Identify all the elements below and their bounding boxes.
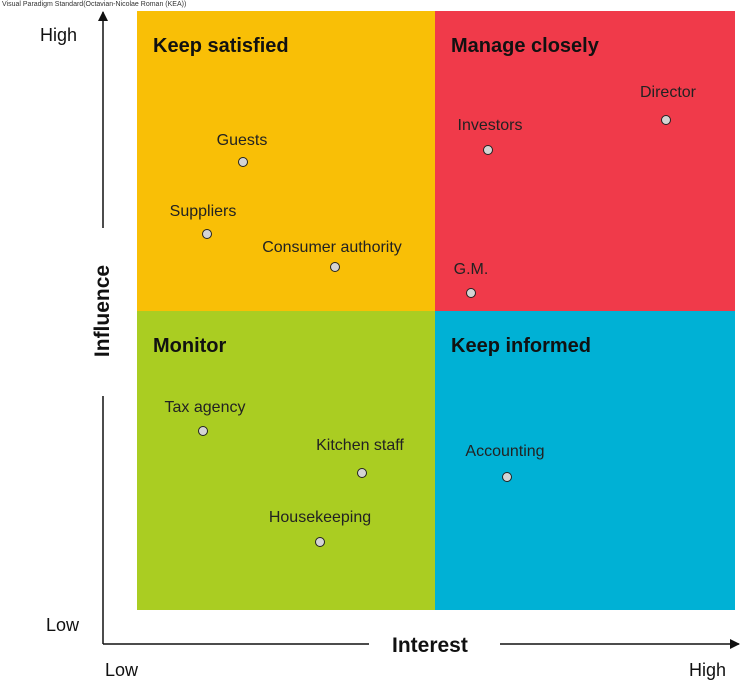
stakeholder-label-guests: Guests bbox=[216, 132, 268, 149]
stakeholder-dot-housekeeping[interactable] bbox=[315, 537, 325, 547]
stakeholder-dot-guests[interactable] bbox=[238, 157, 248, 167]
x-axis-title: Interest bbox=[392, 634, 468, 657]
x-axis-low-label: Low bbox=[105, 660, 139, 680]
stakeholder-label-consumer-authority: Consumer authority bbox=[262, 239, 402, 256]
y-axis-low-label: Low bbox=[46, 615, 80, 635]
quadrant-keep-informed: Keep informed bbox=[435, 311, 735, 610]
y-axis-high-label: High bbox=[40, 25, 78, 45]
quadrant-title: Manage closely bbox=[451, 35, 599, 57]
stakeholder-label-director: Director bbox=[639, 84, 697, 101]
stakeholder-label-housekeeping: Housekeeping bbox=[268, 509, 372, 526]
stakeholder-label-accounting: Accounting bbox=[465, 443, 545, 460]
stakeholder-label-tax-agency: Tax agency bbox=[164, 399, 246, 416]
stakeholder-dot-investors[interactable] bbox=[483, 145, 493, 155]
stakeholder-label-kitchen-staff: Kitchen staff bbox=[316, 437, 404, 454]
y-axis-title: Influence bbox=[91, 264, 114, 358]
quadrant-monitor: Monitor bbox=[137, 311, 435, 610]
quadrant-title: Keep satisfied bbox=[153, 35, 289, 57]
quadrant-title: Monitor bbox=[153, 335, 227, 357]
stakeholder-label-investors: Investors bbox=[457, 117, 523, 134]
quadrant-keep-satisfied: Keep satisfied bbox=[137, 11, 435, 311]
quadrant-manage-closely: Manage closely bbox=[435, 11, 735, 311]
stakeholder-dot-tax-agency[interactable] bbox=[198, 426, 208, 436]
stakeholder-label-gm: G.M. bbox=[453, 261, 489, 278]
stakeholder-dot-suppliers[interactable] bbox=[202, 229, 212, 239]
stakeholder-dot-gm[interactable] bbox=[466, 288, 476, 298]
x-axis-high-label: High bbox=[689, 660, 727, 680]
stakeholder-label-suppliers: Suppliers bbox=[169, 203, 237, 220]
stakeholder-dot-director[interactable] bbox=[661, 115, 671, 125]
watermark: Visual Paradigm Standard(Octavian-Nicola… bbox=[2, 1, 187, 8]
stakeholder-dot-consumer-authority[interactable] bbox=[330, 262, 340, 272]
quadrant-title: Keep informed bbox=[451, 335, 592, 357]
stakeholder-dot-accounting[interactable] bbox=[502, 472, 512, 482]
stakeholder-dot-kitchen-staff[interactable] bbox=[357, 468, 367, 478]
